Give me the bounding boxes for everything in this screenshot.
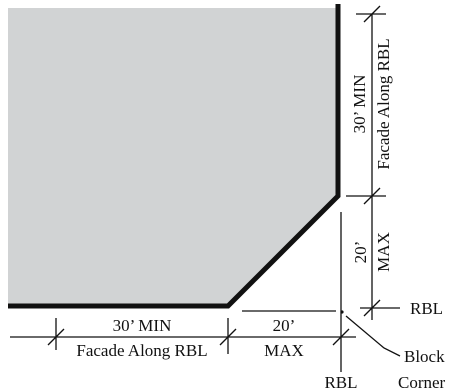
right-upper-facade-label: Facade Along RBL	[374, 38, 393, 169]
bottom-left-min-label: 30’ MIN	[113, 316, 172, 335]
right-lower-max-label: MAX	[374, 232, 393, 272]
bottom-right-max-label: MAX	[264, 341, 304, 360]
bottom-right-value-label: 20’	[273, 316, 296, 335]
block-corner-leader	[346, 316, 400, 356]
right-upper-min-label: 30’ MIN	[350, 75, 369, 134]
rbl-right-label: RBL	[410, 299, 443, 318]
block-corner-label-line1: Block	[404, 347, 445, 366]
right-lower-value-label: 20’	[351, 241, 370, 264]
block-corner-label-line2: Corner	[398, 373, 446, 392]
rbl-bottom-label: RBL	[324, 373, 357, 392]
bottom-left-facade-label: Facade Along RBL	[76, 341, 207, 360]
block-footprint	[8, 8, 338, 306]
block-corner-point	[340, 310, 343, 313]
